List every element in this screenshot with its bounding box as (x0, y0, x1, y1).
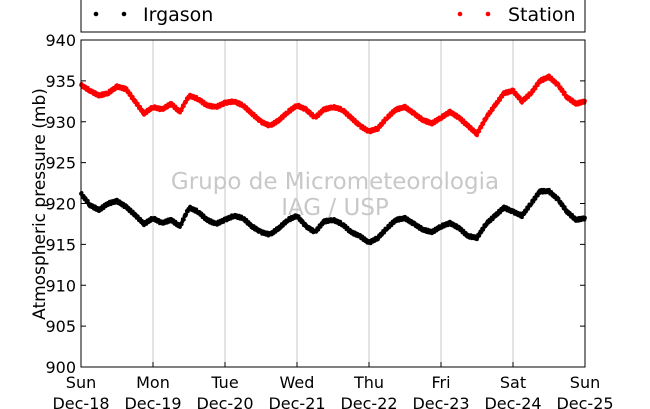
data-point (182, 104, 186, 108)
y-tick-label: 930 (45, 113, 76, 132)
x-tick-label-day: Sun (570, 373, 600, 392)
watermark-line-1: Grupo de Micrometeorologia (171, 169, 499, 195)
legend-marker-station (457, 11, 491, 17)
series-station (79, 73, 587, 138)
x-tick-label-day: Mon (136, 373, 170, 392)
y-tick-label: 935 (45, 72, 76, 91)
x-tick-label-day: Thu (353, 373, 384, 392)
x-tick-label-day: Tue (210, 373, 238, 392)
legend: Irgason Station (80, 0, 586, 33)
legend-marker-dot (485, 11, 491, 17)
watermark: Grupo de Micrometeorologia IAG / USP (171, 169, 499, 221)
data-point (178, 225, 182, 229)
x-tick-label-date: Dec-19 (124, 394, 181, 409)
legend-marker-dot (93, 11, 99, 17)
x-tick-label-date: Dec-18 (52, 394, 109, 409)
y-axis: 900 905 910 915 920 925 930 935 940 (45, 31, 585, 377)
x-tick-label-date: Dec-25 (556, 394, 613, 409)
data-point (477, 129, 482, 134)
data-point (500, 94, 505, 99)
y-tick-label: 910 (45, 276, 76, 295)
legend-label-station: Station (508, 4, 576, 26)
x-tick-label-day: Sat (500, 373, 526, 392)
series-layer (79, 73, 587, 246)
x-tick-label-date: Dec-22 (340, 394, 397, 409)
legend-label-irgason: Irgason (143, 4, 213, 26)
data-point (184, 212, 189, 217)
legend-marker-irgason (93, 11, 127, 17)
y-tick-label: 900 (45, 358, 76, 377)
x-tick-label-date: Dec-21 (268, 394, 325, 409)
x-tick-label-day: Sun (66, 373, 96, 392)
legend-marker-dot (457, 11, 463, 17)
y-axis-label: Atmospheric pressure (mb) (30, 88, 50, 320)
y-tick-label: 915 (45, 235, 76, 254)
data-point (479, 125, 484, 129)
x-tick-label-date: Dec-24 (484, 394, 541, 409)
x-axis: Sun Dec-18 Mon Dec-19 Tue Dec-20 Wed Dec-21 Thu D… (52, 362, 614, 409)
data-point (138, 104, 143, 109)
data-point (182, 217, 186, 222)
y-tick-label: 920 (45, 195, 76, 214)
data-point (477, 233, 482, 238)
x-tick-label-day: Wed (280, 373, 315, 392)
x-tick-label-day: Fri (431, 373, 450, 392)
y-tick-label: 905 (45, 317, 76, 336)
y-tick-label: 925 (45, 154, 76, 173)
x-tick-label-date: Dec-20 (196, 394, 253, 409)
y-tick-label: 940 (45, 31, 76, 50)
series-irgason (79, 187, 587, 246)
legend-box (80, 0, 586, 33)
x-tick-label-date: Dec-23 (412, 394, 469, 409)
data-point (484, 116, 489, 121)
legend-marker-dot (121, 11, 127, 17)
